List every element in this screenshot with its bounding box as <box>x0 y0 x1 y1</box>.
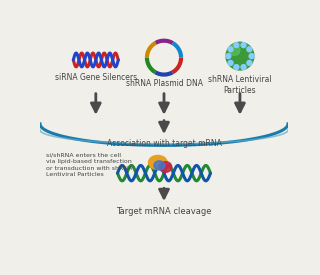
Circle shape <box>228 47 233 52</box>
Circle shape <box>249 54 254 59</box>
Circle shape <box>234 65 239 70</box>
Text: si/shRNA enters the cell
via lipid-based transfection
or transduction with shRNA: si/shRNA enters the cell via lipid-based… <box>46 152 132 177</box>
Circle shape <box>226 54 231 59</box>
Circle shape <box>247 47 252 52</box>
Circle shape <box>226 42 254 70</box>
Text: shRNA Plasmid DNA: shRNA Plasmid DNA <box>125 79 203 88</box>
Circle shape <box>234 43 239 48</box>
Ellipse shape <box>148 155 167 169</box>
Text: shRNA Lentiviral
Particles: shRNA Lentiviral Particles <box>208 75 272 95</box>
Circle shape <box>228 60 233 65</box>
Text: Target mRNA cleavage: Target mRNA cleavage <box>116 207 212 216</box>
Text: Association with target mRNA: Association with target mRNA <box>107 139 221 148</box>
Text: siRNA Gene Silencers: siRNA Gene Silencers <box>55 73 137 82</box>
Circle shape <box>247 60 252 65</box>
Circle shape <box>229 45 240 55</box>
Circle shape <box>241 43 246 48</box>
Ellipse shape <box>159 162 172 172</box>
Circle shape <box>241 65 246 70</box>
Ellipse shape <box>154 161 165 170</box>
